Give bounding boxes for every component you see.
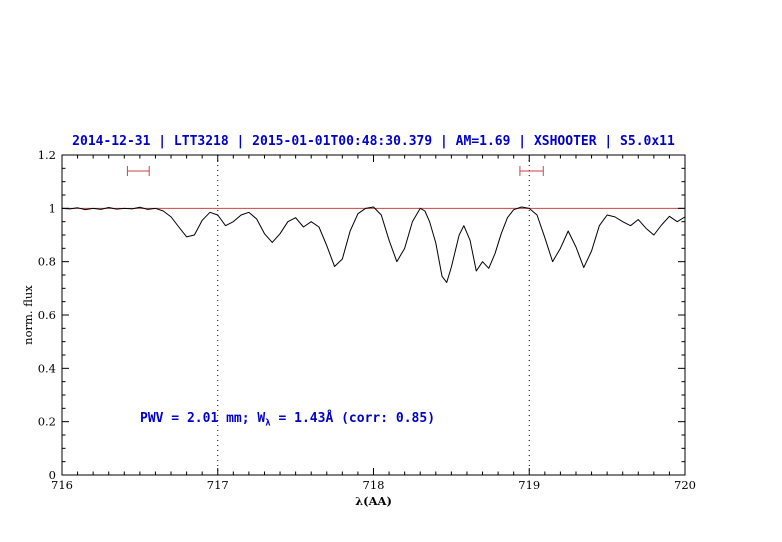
y-axis-label: norm. flux (21, 285, 35, 345)
pwv-annotation-prefix: PWV = 2.01 mm; W (140, 411, 266, 426)
x-tick-label: 716 (51, 478, 73, 492)
y-tick-label: 0.6 (38, 308, 56, 322)
x-tick-label: 718 (363, 478, 385, 492)
plot-title: 2014-12-31 | LTT3218 | 2015-01-01T00:48:… (72, 134, 675, 149)
y-tick-label: 0 (49, 468, 56, 482)
x-tick-label: 720 (674, 478, 696, 492)
y-tick-label: 1 (49, 201, 56, 215)
y-tick-label: 0.2 (38, 415, 56, 429)
pwv-annotation-sub: λ (265, 418, 271, 429)
x-axis-label: λ(AA) (355, 494, 392, 508)
pwv-annotation: PWV = 2.01 mm; Wλ = 1.43Å (corr: 0.85) (140, 411, 435, 429)
spectrum-line (61, 206, 686, 283)
x-tick-label: 719 (518, 478, 540, 492)
x-tick-label: 717 (207, 478, 229, 492)
y-tick-label: 0.4 (38, 361, 56, 375)
y-tick-label: 0.8 (38, 255, 56, 269)
y-tick-label: 1.2 (38, 148, 56, 162)
pwv-annotation-suffix: = 1.43Å (corr: 0.85) (270, 411, 436, 426)
